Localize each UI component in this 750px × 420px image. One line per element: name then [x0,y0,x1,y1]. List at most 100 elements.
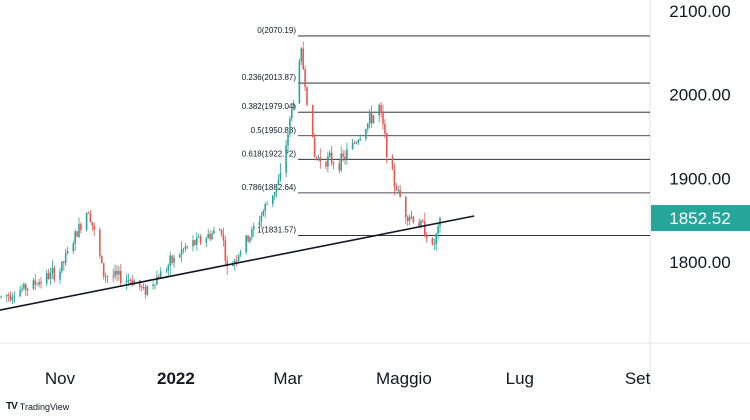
candle-body [197,236,200,238]
candle [182,247,185,254]
candle [167,263,170,276]
candle-body [78,224,80,237]
candle [279,163,282,182]
candle [47,268,50,280]
candle [273,191,276,200]
candle-body [264,204,266,211]
candle [91,221,94,231]
candle [330,145,333,167]
candle-body [220,229,223,235]
candle [211,230,213,241]
candle-body [273,192,276,196]
fibonacci-retracement[interactable]: 0(2070.19) 0.236(2013.87) 0.382(1979.04) 0.… [242,26,650,236]
trendline[interactable] [0,215,475,311]
candle-body [397,189,399,191]
y-tick-label: 1800.00 [669,253,730,272]
tradingview-brand[interactable]: TV TradingView [6,401,69,412]
candle [355,141,358,145]
candle [118,266,120,281]
candle [120,264,122,287]
candle-body [291,108,293,119]
candle [156,270,158,286]
candle [382,104,384,130]
candle [395,182,398,191]
candle-body [87,212,90,214]
candle-body [6,294,8,297]
candle [378,103,380,123]
last-price-badge [651,205,750,232]
candle [412,215,415,224]
candle [253,222,255,237]
x-axis: Nov 2022 Mar Maggio Lug Set [45,369,651,388]
candle [260,211,263,229]
candle [114,264,116,280]
candle [9,291,12,302]
candle-body [89,213,92,222]
candle [368,109,371,129]
candle-body [367,123,369,129]
candle [245,234,247,255]
candle [275,184,278,198]
candle [344,150,346,165]
candle [165,267,168,274]
x-tick-label: Nov [45,369,76,388]
candle-body [368,113,371,124]
candle-body [194,240,196,245]
candle-body [249,237,251,242]
candle-body [72,243,75,252]
candle-body [133,280,135,286]
candle-body [66,251,69,254]
candle [32,277,35,291]
candle [319,148,322,169]
candle-body [25,284,27,291]
candle [285,139,287,178]
candle [220,228,223,237]
candle-body [315,156,318,158]
candle [38,278,40,288]
candle-body [235,260,238,262]
candle [194,239,196,246]
candle-body [171,255,173,263]
candle-body [384,124,386,134]
fib-level-label: 0.786(1882.64) [242,183,297,192]
candle-body [338,163,341,171]
candle-body [431,238,434,245]
candle [408,214,411,226]
candle-body [0,296,2,298]
candle [89,210,92,223]
candle [298,58,301,105]
candle-body [196,237,198,245]
x-tick-label: Set [625,369,651,388]
candle [359,134,361,142]
candle [393,163,396,196]
candle [424,212,426,237]
candle-body [370,113,373,124]
candle-body [346,149,348,159]
candle-body [184,246,187,249]
candle-body [405,197,407,218]
candle-body [420,220,422,227]
candle [184,242,187,253]
candle-body [140,286,143,288]
candle-body [234,260,236,264]
fib-level-label: 0.382(1979.04) [242,102,297,111]
candle-body [173,257,175,263]
candle [169,251,171,275]
candle [311,104,314,138]
candle-body [36,284,38,286]
candle-body [408,216,411,221]
candle-body [226,260,228,267]
candle-body [9,295,12,300]
candle-body [61,261,63,272]
candle [142,283,145,291]
candle [6,294,8,303]
candle-body [34,280,37,285]
candle-body [80,224,82,231]
candle-body [224,240,227,261]
candle [235,255,238,267]
candle-body [156,276,158,285]
candle [287,130,289,154]
candle-body [53,267,56,280]
candle-body [182,248,185,250]
